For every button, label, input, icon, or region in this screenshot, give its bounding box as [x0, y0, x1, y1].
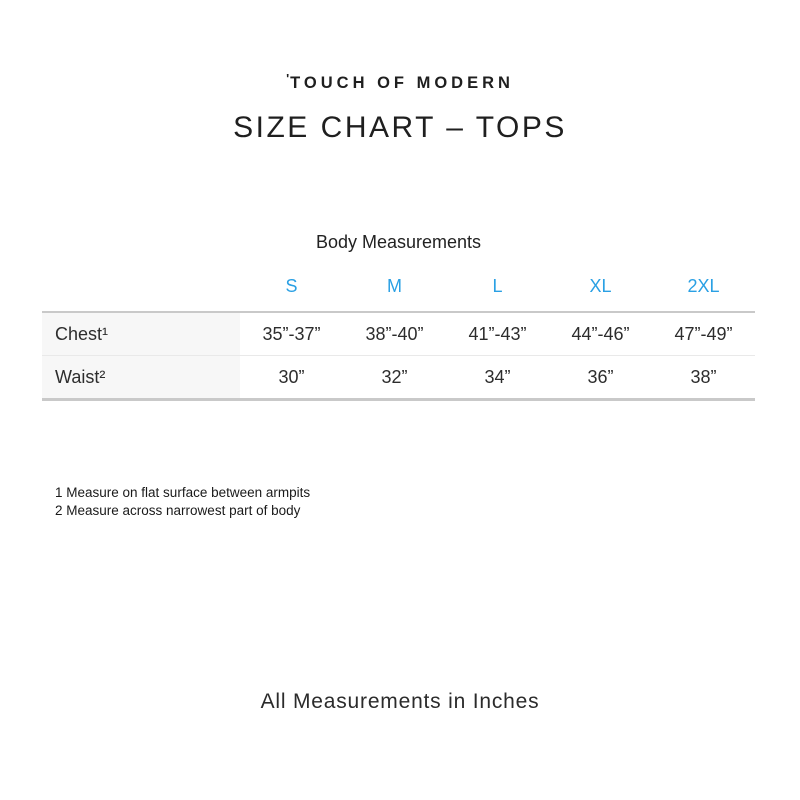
- size-column-header-s: S: [285, 276, 298, 296]
- section-title-body-measurements: Body Measurements: [315, 232, 482, 252]
- table-row-waist: Waist² 30” 32” 34” 36” 38”: [42, 355, 755, 398]
- size-column-header-xl: XL: [589, 276, 612, 296]
- footnote-waist: 2 Measure across narrowest part of body: [55, 503, 301, 518]
- brand-logo-text: TOUCH OF MODERN: [290, 74, 514, 92]
- measurement-value-waist-m: 32”: [381, 366, 408, 387]
- size-header-spacer: [42, 276, 240, 297]
- footnotes: 1 Measure on flat surface between armpit…: [55, 484, 310, 520]
- brand-logo-mark: ': [286, 71, 290, 86]
- measurement-value-chest-s: 35”-37”: [262, 323, 321, 344]
- measurement-value-waist-2xl: 38”: [690, 366, 717, 387]
- footnote-chest: 1 Measure on flat surface between armpit…: [55, 485, 311, 500]
- row-label-chest: Chest¹: [42, 313, 240, 355]
- measurement-value-chest-m: 38”-40”: [365, 323, 424, 344]
- size-column-header-2xl: 2XL: [687, 276, 720, 296]
- size-column-header-l: L: [492, 276, 503, 296]
- units-note: All Measurements in Inches: [260, 690, 540, 713]
- table-row-chest: Chest¹ 35”-37” 38”-40” 41”-43” 44”-46” 4…: [42, 313, 755, 355]
- size-header-row: S M L XL 2XL: [42, 276, 755, 297]
- measurement-value-waist-s: 30”: [278, 366, 305, 387]
- page-title: SIZE CHART – TOPS: [233, 111, 567, 144]
- measurement-value-chest-2xl: 47”-49”: [674, 323, 733, 344]
- measurement-value-chest-l: 41”-43”: [468, 323, 527, 344]
- size-column-header-m: M: [387, 276, 402, 296]
- measurement-value-waist-xl: 36”: [587, 366, 614, 387]
- row-label-waist: Waist²: [42, 356, 240, 398]
- brand-logo: 'TOUCH OF MODERN: [0, 71, 800, 93]
- measurement-value-waist-l: 34”: [484, 366, 511, 387]
- measurement-value-chest-xl: 44”-46”: [571, 323, 630, 344]
- measurements-table: Chest¹ 35”-37” 38”-40” 41”-43” 44”-46” 4…: [42, 311, 755, 401]
